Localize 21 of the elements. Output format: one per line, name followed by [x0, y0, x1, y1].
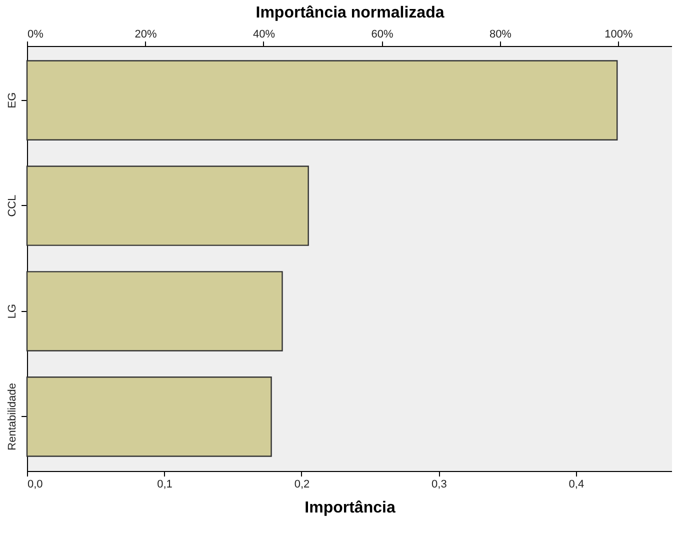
y-tick-label: Rentabilidade: [6, 383, 18, 450]
bar: [26, 376, 272, 457]
y-tick-label: LG: [6, 304, 18, 319]
x-tick-label: 0,4: [568, 478, 584, 490]
x-tick-label: 0,1: [157, 478, 172, 490]
x-axis-title: Importância: [304, 500, 396, 516]
y-tick-label: EG: [6, 92, 18, 108]
x2-tick-label: 60%: [371, 28, 394, 40]
x-tick-label: 0,3: [432, 478, 447, 490]
bar: [26, 60, 618, 140]
x2-tick-label: 40%: [252, 28, 276, 40]
y-tick-label: CCL: [6, 194, 18, 217]
x2-tick-label: 20%: [134, 28, 157, 40]
x2-axis-title: Importância normalizada: [256, 4, 444, 22]
bar: [26, 271, 283, 352]
x-tick-label: 0,2: [294, 478, 310, 490]
bar: [26, 166, 309, 246]
x-tick-label: 0,0: [28, 478, 43, 490]
x2-tick-label: 100%: [604, 28, 633, 40]
x2-tick-label: 80%: [489, 28, 512, 40]
x2-tick-label: 0%: [28, 28, 44, 40]
